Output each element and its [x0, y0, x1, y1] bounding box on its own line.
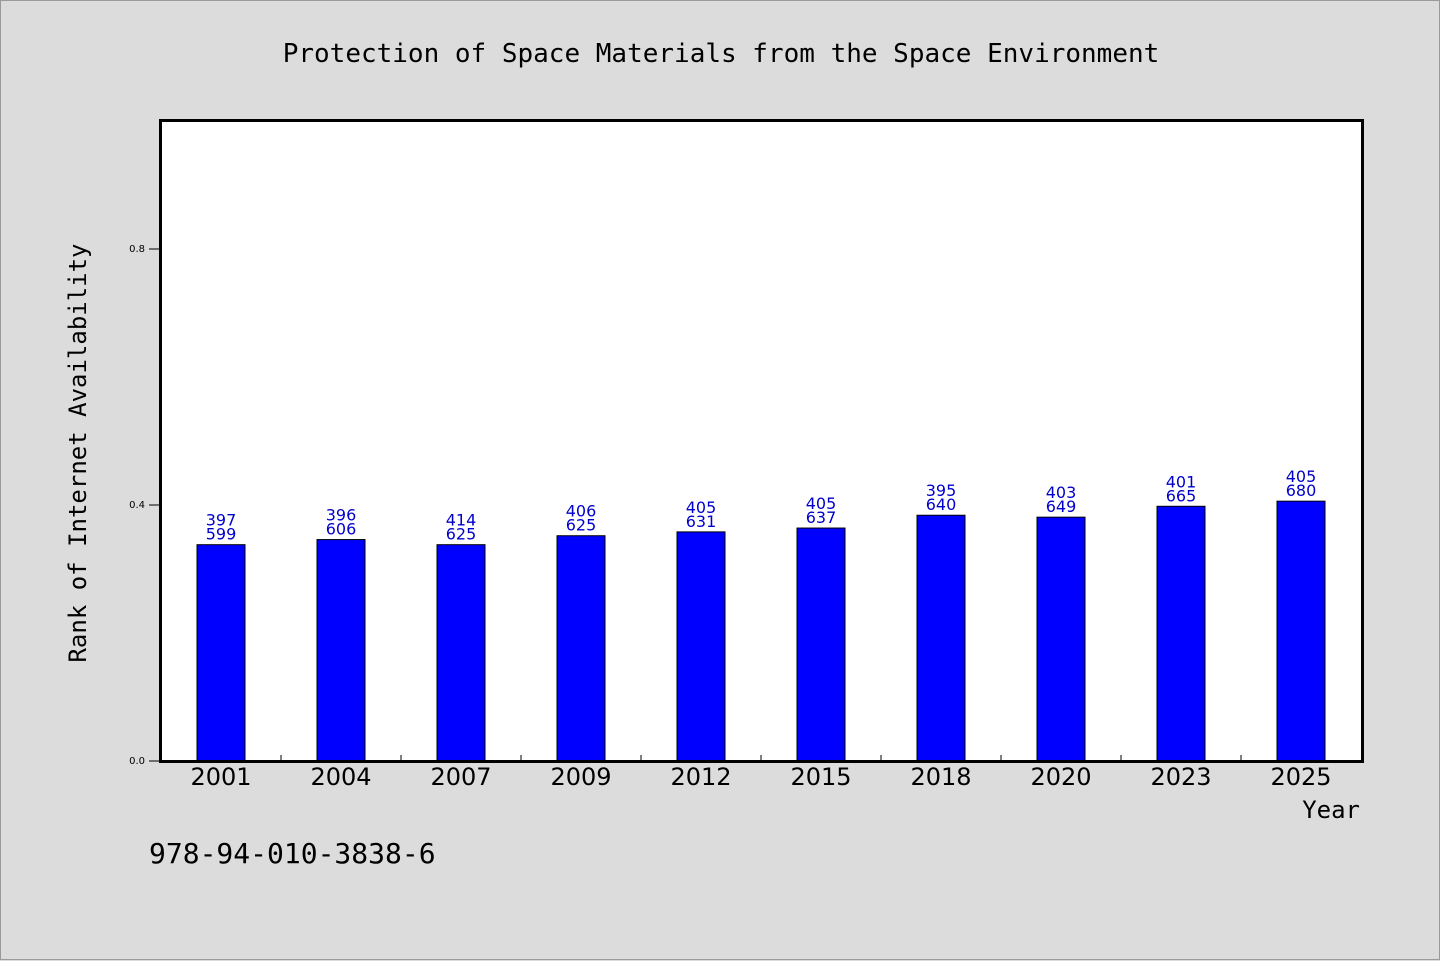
data-label-bottom-2018: 640 [926, 495, 957, 514]
data-label-bottom-2015: 637 [806, 508, 837, 527]
data-label-bottom-2020: 649 [1046, 497, 1077, 516]
x-tick-label-2001: 2001 [190, 763, 251, 791]
bar-2007 [436, 544, 486, 762]
data-label-bottom-2004: 606 [326, 520, 357, 539]
plot-border [159, 119, 1364, 763]
bar-2018 [916, 514, 966, 762]
x-tick-label-2015: 2015 [790, 763, 851, 791]
bar-2012 [676, 531, 726, 762]
bar-2009 [556, 535, 606, 762]
y-axis-ticks: 0.0 0.4 0.8 [129, 244, 161, 767]
data-label-bottom-2012: 631 [686, 512, 717, 531]
x-tick-label-2012: 2012 [670, 763, 731, 791]
data-label-top-2009: 406 [566, 502, 597, 521]
x-tick-label-2018: 2018 [910, 763, 971, 791]
data-label-bottom-2023: 665 [1166, 486, 1197, 505]
data-label-top-2025: 405 [1286, 467, 1317, 486]
x-tick-label-2020: 2020 [1030, 763, 1091, 791]
bar-2025 [1276, 500, 1326, 762]
data-label-top-2012: 405 [686, 498, 717, 517]
y-tick-label-0.8: 0.8 [129, 244, 145, 255]
bar-2023 [1156, 505, 1206, 762]
data-label-bottom-2001: 599 [206, 525, 237, 544]
data-label-top-2018: 395 [926, 481, 957, 500]
x-axis-ticks: 2001 2004 2007 2009 2012 2015 2018 2020 2023 2025 [190, 755, 1332, 791]
chart-title: Protection of Space Materials from the S… [283, 39, 1160, 69]
data-label-top-2001: 397 [206, 511, 237, 530]
data-label-bottom-2025: 680 [1286, 481, 1317, 500]
y-tick-label-0.4: 0.4 [129, 500, 145, 511]
isbn-label: 978-94-010-3838-6 [149, 837, 436, 870]
bar-2001 [196, 544, 246, 762]
data-label-top-2020: 403 [1046, 483, 1077, 502]
x-tick-label-2023: 2023 [1150, 763, 1211, 791]
y-axis-title: Rank of Internet Availability [64, 243, 92, 662]
data-label-top-2004: 396 [326, 506, 357, 525]
x-axis-title: Year [1302, 796, 1360, 824]
x-tick-label-2025: 2025 [1270, 763, 1331, 791]
x-tick-label-2009: 2009 [550, 763, 611, 791]
data-label-top-2007: 414 [446, 511, 477, 530]
data-label-bottom-2009: 625 [566, 516, 597, 535]
bar-2015 [796, 527, 846, 762]
data-label-top-2015: 405 [806, 494, 837, 513]
bar-2020 [1036, 516, 1086, 762]
y-tick-label-0.0: 0.0 [129, 756, 145, 767]
x-tick-label-2007: 2007 [430, 763, 491, 791]
data-label-bottom-2007: 625 [446, 525, 477, 544]
x-tick-label-2004: 2004 [310, 763, 371, 791]
bars-layer [196, 500, 1326, 762]
data-label-top-2023: 401 [1166, 472, 1197, 491]
bar-2004 [316, 539, 366, 762]
